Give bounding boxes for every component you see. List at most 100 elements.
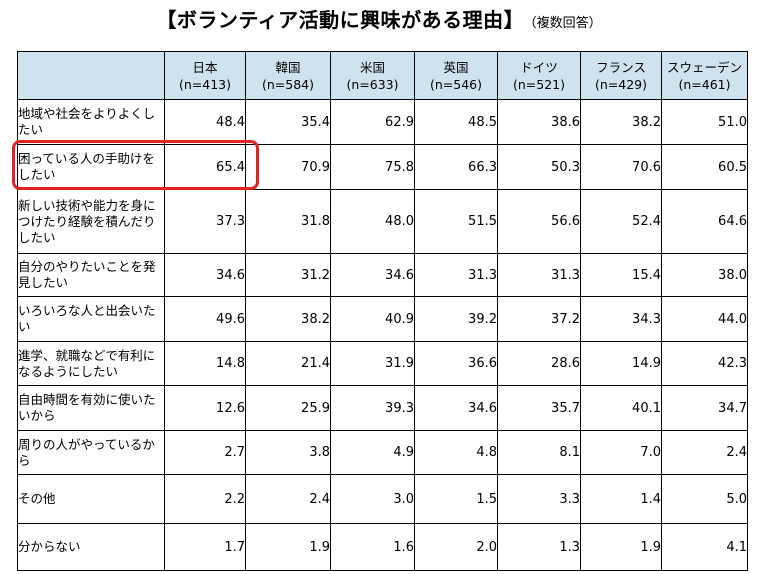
table-cell: 25.9	[245, 385, 331, 431]
table-cell: 70.9	[245, 144, 331, 190]
sample-size: (n=633)	[346, 76, 399, 92]
table-row: 自分のやりたいことを発見したい 34.6 31.2 34.6 31.3 31.3…	[17, 253, 748, 297]
table-cell: 28.6	[497, 341, 581, 386]
table-cell: 31.3	[414, 253, 498, 297]
table-cell: 37.3	[164, 189, 246, 254]
table-cell: 12.6	[164, 385, 246, 431]
table-cell: 1.5	[414, 474, 498, 524]
table-cell: 42.3	[661, 341, 748, 386]
table-row: 地域や社会をよりよくしたい 48.4 35.4 62.9 48.5 38.6 3…	[17, 99, 748, 145]
header-corner	[17, 51, 165, 100]
table-cell: 35.4	[245, 99, 331, 145]
row-label: 周りの人がやっているから	[17, 430, 165, 475]
table-cell: 38.2	[580, 99, 662, 145]
country-name: フランス	[596, 59, 646, 75]
page-title: 【ボランティア活動に興味がある理由】 （複数回答）	[0, 4, 758, 38]
sample-size: (n=546)	[429, 76, 482, 92]
country-name: スウェーデン	[666, 59, 742, 75]
row-label: いろいろな人と出会いたい	[17, 296, 165, 342]
col-header-france: フランス (n=429)	[580, 51, 662, 100]
sample-size: (n=413)	[178, 76, 231, 92]
table-cell: 39.3	[330, 385, 415, 431]
table-cell: 4.8	[414, 430, 498, 475]
table-cell: 50.3	[497, 144, 581, 190]
table-cell: 38.0	[661, 253, 748, 297]
table-row: 周りの人がやっているから 2.7 3.8 4.9 4.8 8.1 7.0 2.4	[17, 430, 748, 475]
table-cell: 60.5	[661, 144, 748, 190]
table-row-highlighted: 困っている人の手助けをしたい 65.4 70.9 75.8 66.3 50.3 …	[17, 144, 748, 190]
sample-size: (n=584)	[261, 76, 314, 92]
table-cell: 1.6	[330, 523, 415, 571]
country-name: 韓国	[275, 59, 301, 75]
table-cell: 2.4	[245, 474, 331, 524]
row-label: 困っている人の手助けをしたい	[17, 144, 165, 190]
table-cell: 8.1	[497, 430, 581, 475]
col-header-germany: ドイツ (n=521)	[497, 51, 581, 100]
country-name: ドイツ	[520, 59, 558, 75]
table-row: いろいろな人と出会いたい 49.6 38.2 40.9 39.2 37.2 34…	[17, 296, 748, 342]
table-cell: 44.0	[661, 296, 748, 342]
table-cell: 34.3	[580, 296, 662, 342]
table-cell: 5.0	[661, 474, 748, 524]
table-cell: 3.0	[330, 474, 415, 524]
row-label: 自由時間を有効に使いたいから	[17, 385, 165, 431]
row-label: 分からない	[17, 523, 165, 571]
sample-size: (n=429)	[594, 76, 647, 92]
table-cell: 70.6	[580, 144, 662, 190]
table-cell: 34.6	[164, 253, 246, 297]
table-cell: 21.4	[245, 341, 331, 386]
table-cell: 51.0	[661, 99, 748, 145]
table-cell: 48.4	[164, 99, 246, 145]
row-label: 進学、就職などで有利になるようにしたい	[17, 341, 165, 386]
table-cell: 37.2	[497, 296, 581, 342]
sample-size: (n=461)	[678, 76, 731, 92]
table-row: 新しい技術や能力を身につけたり経験を積んだりしたい 37.3 31.8 48.0…	[17, 189, 748, 254]
country-name: 英国	[443, 59, 469, 75]
table-cell: 2.4	[661, 430, 748, 475]
table-cell: 40.1	[580, 385, 662, 431]
col-header-korea: 韓国 (n=584)	[245, 51, 331, 100]
table-cell: 49.6	[164, 296, 246, 342]
table-cell: 52.4	[580, 189, 662, 254]
table-cell: 3.3	[497, 474, 581, 524]
col-header-sweden: スウェーデン (n=461)	[661, 51, 748, 100]
table-cell: 75.8	[330, 144, 415, 190]
table-cell: 7.0	[580, 430, 662, 475]
table-cell: 31.8	[245, 189, 331, 254]
table-cell: 66.3	[414, 144, 498, 190]
table-cell: 65.4	[164, 144, 246, 190]
country-name: 日本	[192, 59, 218, 75]
table-cell: 1.3	[497, 523, 581, 571]
table-cell: 1.7	[164, 523, 246, 571]
country-name: 米国	[359, 59, 385, 75]
table-row: 分からない 1.7 1.9 1.6 2.0 1.3 1.9 4.1	[17, 523, 748, 571]
table-cell: 48.5	[414, 99, 498, 145]
table-row: 進学、就職などで有利になるようにしたい 14.8 21.4 31.9 36.6 …	[17, 341, 748, 386]
row-label: その他	[17, 474, 165, 524]
table-cell: 35.7	[497, 385, 581, 431]
table-cell: 31.9	[330, 341, 415, 386]
table-cell: 48.0	[330, 189, 415, 254]
table-cell: 62.9	[330, 99, 415, 145]
table-cell: 34.7	[661, 385, 748, 431]
table-cell: 38.6	[497, 99, 581, 145]
table-cell: 39.2	[414, 296, 498, 342]
table-cell: 34.6	[330, 253, 415, 297]
table-cell: 4.9	[330, 430, 415, 475]
table-cell: 38.2	[245, 296, 331, 342]
table-cell: 1.4	[580, 474, 662, 524]
table-cell: 14.8	[164, 341, 246, 386]
table-cell: 2.7	[164, 430, 246, 475]
table-cell: 1.9	[245, 523, 331, 571]
title-note: （複数回答）	[530, 16, 602, 31]
table-cell: 3.8	[245, 430, 331, 475]
sample-size: (n=521)	[512, 76, 565, 92]
header-row: 日本 (n=413) 韓国 (n=584) 米国 (n=633) 英国 (n=5…	[17, 51, 748, 100]
table-cell: 36.6	[414, 341, 498, 386]
table-cell: 51.5	[414, 189, 498, 254]
table-cell: 31.2	[245, 253, 331, 297]
row-label: 新しい技術や能力を身につけたり経験を積んだりしたい	[17, 189, 165, 254]
table-cell: 56.6	[497, 189, 581, 254]
table-cell: 15.4	[580, 253, 662, 297]
table-row: 自由時間を有効に使いたいから 12.6 25.9 39.3 34.6 35.7 …	[17, 385, 748, 431]
